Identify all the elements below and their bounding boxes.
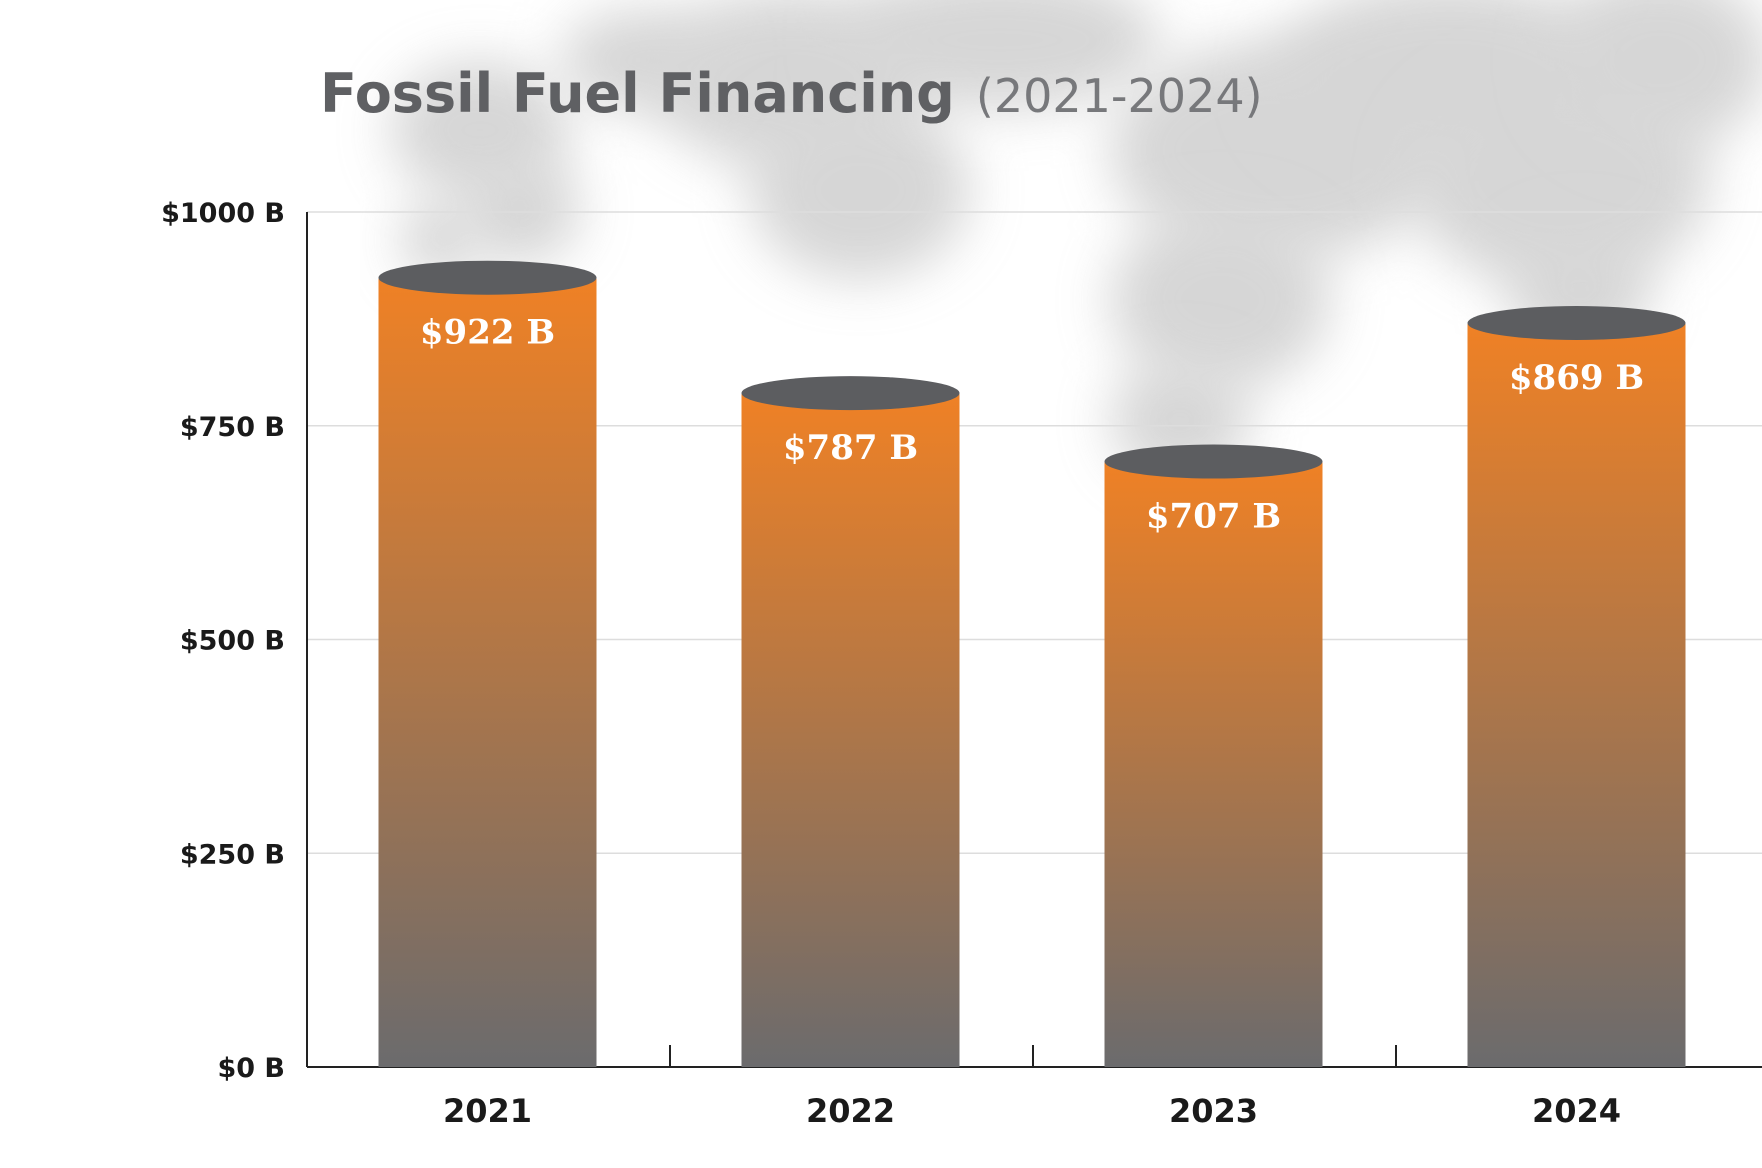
smoke-puff (560, 10, 720, 110)
y-tick-label: $500 B (180, 626, 285, 657)
x-axis-labels: 2021 2022 2023 2024 (443, 1092, 1621, 1130)
bar-2021 (378, 278, 597, 1067)
x-tick-label: 2021 (443, 1092, 532, 1130)
bar-cap-2022 (741, 376, 960, 411)
y-tick-label: $250 B (180, 839, 285, 870)
x-tick-label: 2022 (806, 1092, 895, 1130)
bar-cap-2021 (378, 260, 597, 295)
smoke-puff (1110, 210, 1330, 390)
smoke-puff (840, 0, 1160, 110)
data-label: $869 B (1509, 358, 1644, 398)
data-label: $707 B (1146, 497, 1281, 537)
y-tick-label: $0 B (217, 1053, 285, 1084)
smoke-puff (750, 100, 970, 280)
data-label: $922 B (420, 313, 555, 353)
bar-cap-2023 (1104, 444, 1323, 479)
smoke-puff (1550, 0, 1762, 150)
chart-title-group: Fossil Fuel Financing (2021-2024) (320, 62, 1263, 125)
bar-2024 (1467, 324, 1686, 1067)
y-axis-labels: $0 B $250 B $500 B $750 B $1000 B (161, 198, 285, 1084)
chart-subtitle: (2021-2024) (976, 69, 1263, 123)
bars: $922 B $787 B $707 B $869 B (378, 260, 1686, 1067)
smoke-puff (460, 155, 580, 265)
chart-title: Fossil Fuel Financing (320, 62, 955, 125)
bar-2023 (1104, 462, 1323, 1067)
bar-cap-2024 (1467, 306, 1686, 341)
y-tick-label: $750 B (180, 412, 285, 443)
data-label: $787 B (783, 428, 918, 468)
y-tick-label: $1000 B (161, 198, 285, 229)
bar-2022 (741, 394, 960, 1067)
x-tick-label: 2024 (1532, 1092, 1621, 1130)
smoke-puff (400, 200, 480, 280)
x-tick-label: 2023 (1169, 1092, 1258, 1130)
